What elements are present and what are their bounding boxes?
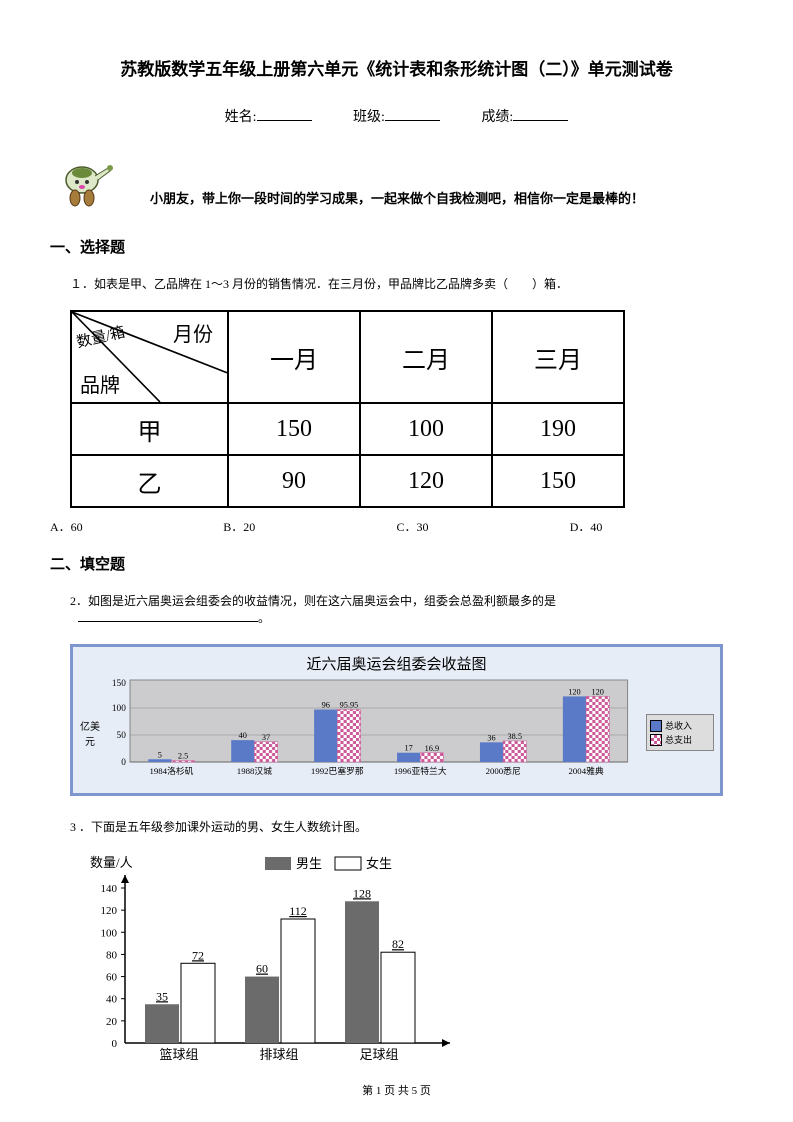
svg-text:96: 96 xyxy=(322,701,330,710)
svg-text:0: 0 xyxy=(112,1038,118,1050)
svg-text:95.95: 95.95 xyxy=(340,701,359,710)
diag-bottom: 品牌 xyxy=(80,369,120,398)
class-blank xyxy=(385,120,440,121)
svg-text:100: 100 xyxy=(101,927,118,939)
q1-options: A．60 B．20 C．30 D．40 xyxy=(50,518,743,535)
chart2-ylabel: 数量/人 xyxy=(90,855,133,870)
q1-text: １．如表是甲、乙品牌在 1～3 月份的销售情况．在三月份，甲品牌比乙品牌多卖（ … xyxy=(70,275,743,292)
svg-text:男生: 男生 xyxy=(296,856,322,871)
svg-text:女生: 女生 xyxy=(366,856,392,871)
option-a: A．60 xyxy=(50,518,223,535)
row-label: 甲 xyxy=(71,403,228,455)
svg-text:100: 100 xyxy=(112,703,126,713)
info-line: 姓名: 班级: 成绩: xyxy=(50,106,743,126)
svg-text:2004雅典: 2004雅典 xyxy=(569,765,605,776)
svg-text:5: 5 xyxy=(158,750,162,759)
svg-text:72: 72 xyxy=(192,948,204,962)
svg-text:112: 112 xyxy=(289,904,307,918)
svg-text:1992巴塞罗那: 1992巴塞罗那 xyxy=(311,765,364,776)
table-cell: 150 xyxy=(228,403,360,455)
col-header: 二月 xyxy=(360,311,492,403)
table-cell: 150 xyxy=(492,455,624,507)
score-blank xyxy=(513,120,568,121)
svg-text:80: 80 xyxy=(106,949,118,961)
section-1-head: 一、选择题 xyxy=(50,236,743,257)
svg-text:60: 60 xyxy=(106,972,118,984)
svg-text:120: 120 xyxy=(101,905,118,917)
svg-text:82: 82 xyxy=(392,937,404,951)
chart1-title: 近六届奥运会组委会收益图 xyxy=(79,653,714,674)
chart1-svg: 0 50 100 150 5 2.5 40 37 96 95.95 17 16.9 36 38.5… xyxy=(101,678,640,783)
class-label: 班级: xyxy=(353,106,385,126)
col-header: 三月 xyxy=(492,311,624,403)
option-b: B．20 xyxy=(223,518,396,535)
score-label: 成绩: xyxy=(481,106,513,126)
svg-text:140: 140 xyxy=(101,883,118,895)
name-label: 姓名: xyxy=(225,106,257,126)
greeting-text: 小朋友，带上你一段时间的学习成果，一起来做个自我检测吧，相信你一定是最棒的！ xyxy=(150,188,644,211)
chart1-legend: 总收入 总支出 xyxy=(640,678,714,787)
svg-text:50: 50 xyxy=(117,730,127,740)
svg-text:0: 0 xyxy=(121,757,126,767)
page-title: 苏教版数学五年级上册第六单元《统计表和条形统计图（二）》单元测试卷 xyxy=(50,55,743,80)
diag-top: 月份 xyxy=(173,318,213,347)
svg-text:2000悉尼: 2000悉尼 xyxy=(486,765,521,776)
col-header: 一月 xyxy=(228,311,360,403)
page-footer: 第 1 页 共 5 页 xyxy=(50,1082,743,1098)
svg-text:20: 20 xyxy=(106,1016,118,1028)
svg-text:150: 150 xyxy=(112,678,126,688)
chart1-ylabel: 亿美元 xyxy=(79,678,101,787)
table-cell: 90 xyxy=(228,455,360,507)
svg-text:35: 35 xyxy=(156,989,168,1003)
section-2-head: 二、填空题 xyxy=(50,553,743,574)
q3-chart: 数量/人 男生 女生 0 20 40 60 80 100 120 140 35 72 60 112 1… xyxy=(70,853,460,1068)
svg-text:1984洛杉矶: 1984洛杉矶 xyxy=(149,765,193,776)
svg-text:40: 40 xyxy=(106,994,118,1006)
svg-text:16.9: 16.9 xyxy=(425,744,439,753)
svg-text:36: 36 xyxy=(487,733,495,742)
svg-text:17: 17 xyxy=(405,744,413,753)
svg-text:40: 40 xyxy=(239,731,247,740)
svg-text:38.5: 38.5 xyxy=(508,732,522,741)
svg-text:篮球组: 篮球组 xyxy=(159,1047,198,1062)
svg-text:1996亚特兰大: 1996亚特兰大 xyxy=(394,765,447,776)
diag-header-cell: 月份 数量/箱 品牌 xyxy=(71,311,228,403)
svg-text:2.5: 2.5 xyxy=(178,752,188,761)
option-c: C．30 xyxy=(397,518,570,535)
name-blank xyxy=(257,120,312,121)
q2-chart: 近六届奥运会组委会收益图 亿美元 0 xyxy=(70,644,723,796)
option-d: D．40 xyxy=(570,518,743,535)
svg-text:排球组: 排球组 xyxy=(259,1047,298,1062)
table-cell: 190 xyxy=(492,403,624,455)
cartoon-icon xyxy=(60,156,120,211)
table-cell: 100 xyxy=(360,403,492,455)
q1-table: 月份 数量/箱 品牌 一月 二月 三月 甲 150 100 190 乙 90 1… xyxy=(70,310,625,508)
q2-text: 2．如图是近六届奥运会组委会的收益情况，则在这六届奥运会中，组委会总盈利额最多的… xyxy=(70,592,743,626)
row-label: 乙 xyxy=(71,455,228,507)
svg-text:120: 120 xyxy=(592,688,604,697)
q3-text: 3 ．下面是五年级参加课外运动的男、女生人数统计图。 xyxy=(70,818,743,835)
svg-text:128: 128 xyxy=(353,886,371,900)
svg-text:足球组: 足球组 xyxy=(359,1047,398,1062)
svg-text:120: 120 xyxy=(568,688,580,697)
svg-text:37: 37 xyxy=(262,733,270,742)
svg-text:1988汉城: 1988汉城 xyxy=(237,766,273,776)
table-cell: 120 xyxy=(360,455,492,507)
svg-text:60: 60 xyxy=(256,962,268,976)
